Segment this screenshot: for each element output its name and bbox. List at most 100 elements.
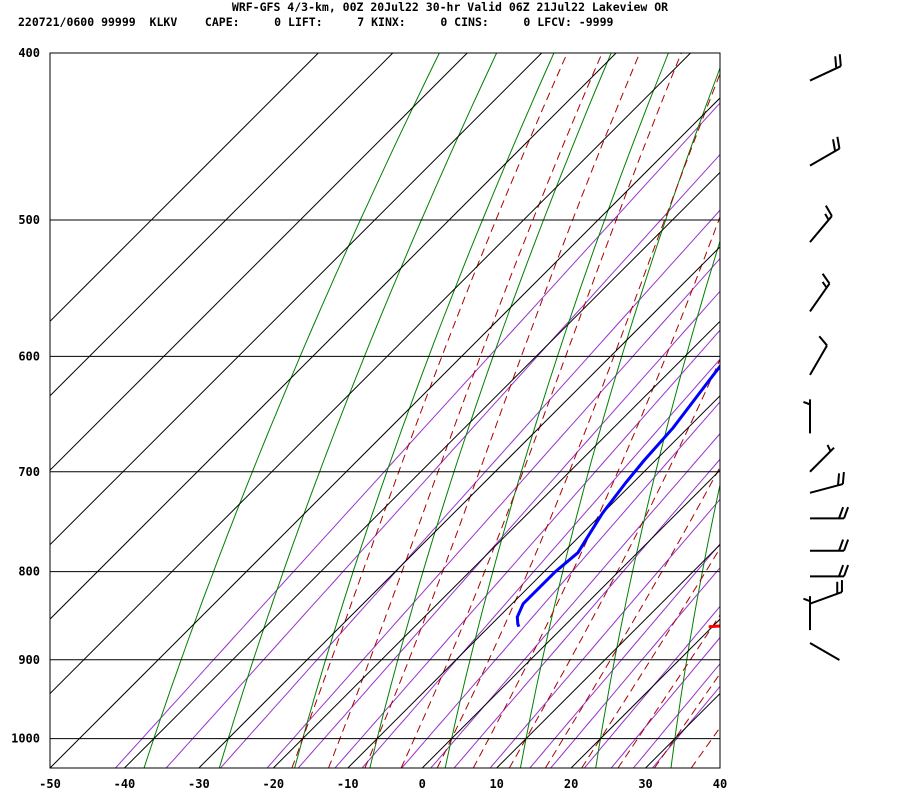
barb-feather (838, 506, 845, 519)
x-tick-label: -30 (188, 777, 210, 791)
wind-barb (803, 399, 811, 434)
barb-half-feather (824, 213, 830, 221)
barb-staff (809, 642, 840, 661)
barb-staff (809, 147, 840, 167)
dry-adiabat-line (294, 53, 555, 768)
isotherm-line (124, 171, 720, 768)
x-tick-label: 20 (564, 777, 578, 791)
dry-adiabat-line (595, 239, 720, 768)
mixing-ratio-line (550, 566, 720, 768)
x-tick-label: 10 (489, 777, 503, 791)
isotherm-line (198, 246, 720, 768)
barb-feather (824, 205, 833, 217)
moist-adiabat-line (581, 547, 720, 768)
wind-barb (810, 506, 850, 520)
x-tick-label: 30 (638, 777, 652, 791)
moist-adiabat-line (328, 53, 603, 768)
moist-adiabat-line (654, 672, 720, 768)
mixing-ratio-line (334, 329, 720, 768)
barb-staff (809, 65, 842, 82)
wind-barb (809, 205, 833, 243)
barb-feather (821, 273, 831, 285)
isotherm-line (272, 320, 720, 768)
isotherm-line (347, 395, 720, 768)
mixing-ratio-line (584, 605, 720, 768)
barb-staff (809, 283, 831, 313)
barb-staff (809, 483, 844, 494)
x-tick-label: -40 (114, 777, 136, 791)
isotherm-line (50, 53, 319, 323)
barb-feather (843, 539, 850, 552)
barb-staff (809, 447, 835, 473)
barb-half-feather (826, 444, 832, 452)
wind-barb (809, 642, 840, 661)
y-tick-label: 400 (18, 46, 40, 60)
x-tick-label: 40 (713, 777, 727, 791)
dry-adiabat-line (143, 53, 440, 768)
mixing-ratio-line (361, 358, 720, 768)
isotherm-line (50, 53, 394, 397)
isotherm-line (50, 53, 691, 695)
moist-adiabat-line (508, 358, 720, 768)
barb-staff (809, 215, 833, 243)
x-tick-label: -10 (337, 777, 359, 791)
mixing-ratio-line (652, 685, 720, 768)
barb-feather (841, 471, 845, 485)
y-tick-label: 600 (18, 349, 40, 363)
moist-adiabat-line (364, 53, 641, 768)
barb-feather (838, 54, 842, 67)
isotherm-line (50, 53, 617, 620)
dry-adiabat-line (444, 53, 669, 768)
wind-barbs (803, 54, 850, 661)
wind-barb (809, 273, 831, 313)
mixing-ratio-line (266, 257, 720, 768)
sounding-traces (515, 364, 720, 629)
wind-barb (809, 471, 845, 494)
mixing-ratio-line (220, 209, 720, 768)
wind-barb (809, 335, 828, 376)
barb-staff (809, 344, 828, 376)
y-tick-label: 800 (18, 565, 40, 579)
barb-feather (836, 136, 841, 149)
barb-feather (843, 564, 850, 577)
mixing-ratio-line (430, 432, 720, 768)
barb-half-feather (821, 281, 828, 289)
dry-adiabat-line (218, 53, 498, 768)
x-tick-label: -20 (262, 777, 284, 791)
chart-title: WRF-GFS 4/3-km, 00Z 20Jul22 30-hr Valid … (231, 0, 669, 14)
barb-feather (832, 139, 837, 152)
dewpoint-trace (515, 364, 720, 628)
dry-adiabat-line (822, 53, 900, 768)
barb-half-feather (803, 401, 811, 406)
barb-feather (837, 473, 841, 486)
moist-adiabat-line (544, 466, 720, 768)
isotherm-line (421, 469, 720, 768)
isotherm-line (496, 543, 720, 768)
wind-barb (809, 580, 843, 605)
mixing-ratio-line (401, 401, 720, 768)
x-tick-label: -50 (39, 777, 61, 791)
barb-feather (834, 56, 838, 69)
moist-adiabat-line (617, 614, 720, 768)
temperature-trace (708, 624, 720, 629)
barb-feather (818, 335, 828, 347)
y-tick-label: 900 (18, 653, 40, 667)
y-tick-label: 1000 (11, 732, 40, 746)
plot-frame (49, 52, 721, 769)
mixing-ratio-line (633, 662, 720, 768)
dry-adiabat-line (369, 53, 612, 768)
isotherm-line (570, 618, 720, 768)
x-tick-label: 0 (419, 777, 426, 791)
isotherm-line (645, 692, 720, 768)
dry-adiabat-line (519, 66, 720, 768)
barb-staff (809, 591, 843, 605)
moist-adiabat-line (436, 72, 720, 768)
barb-feather (838, 539, 845, 552)
mixing-ratio-line (489, 498, 720, 768)
wind-barb (809, 54, 842, 82)
moist-adiabat-line (400, 53, 682, 768)
dry-adiabat-line (746, 53, 897, 768)
y-tick-label: 700 (18, 465, 40, 479)
x-axis-tick-labels: -50 -40 -30 -20 -10 0 10 20 30 40 (39, 777, 727, 791)
